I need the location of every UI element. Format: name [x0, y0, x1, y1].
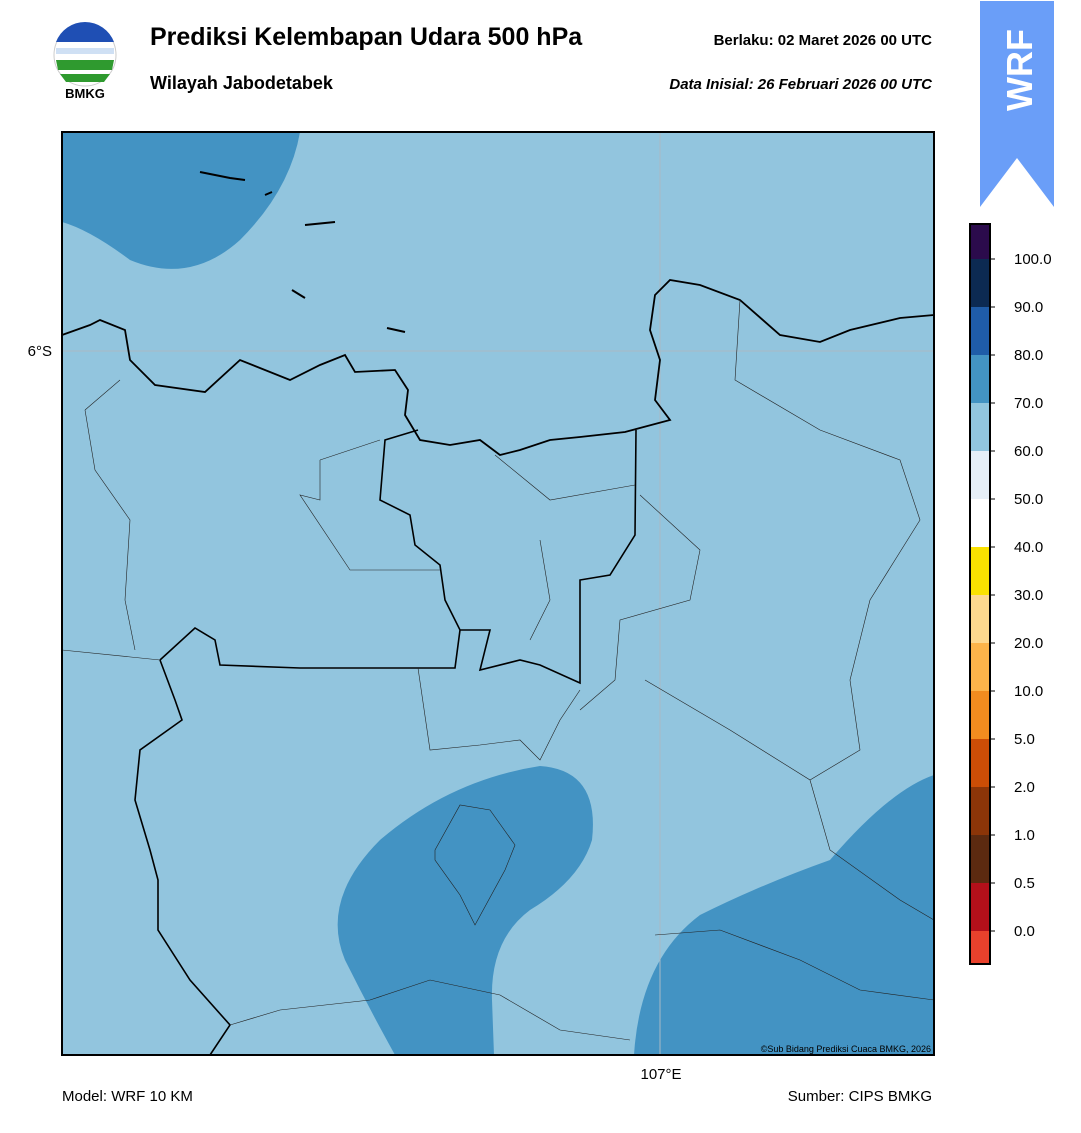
colorbar-label: 100.0	[1014, 251, 1052, 268]
province-border	[134, 429, 637, 1056]
colorbar: 0.0 0.5 1.0 2.0 5.0 10.0 20.0 30.0 40.0 50.0 60.0 7…	[969, 223, 1052, 965]
regency-border	[61, 299, 935, 1041]
footer-source: Sumber: CIPS BMKG	[788, 1088, 932, 1105]
colorbar-segment	[970, 403, 990, 451]
colorbar-segment	[970, 451, 990, 499]
colorbar-segment	[970, 931, 990, 964]
colorbar-label: 10.0	[1014, 683, 1043, 700]
colorbar-label: 2.0	[1014, 779, 1035, 796]
humidity-area	[337, 766, 593, 1055]
badge	[980, 1, 1054, 207]
colorbar-segment	[970, 691, 990, 739]
islands	[199, 171, 406, 333]
colorbar-segment	[970, 224, 990, 259]
colorbar-segment	[970, 259, 990, 307]
map: ©Sub Bidang Prediksi Cuaca BMKG, 2026	[61, 131, 935, 1056]
colorbar-label: 0.5	[1014, 875, 1035, 892]
lat-label: 6°S	[28, 343, 52, 360]
colorbar-label: 1.0	[1014, 827, 1035, 844]
colorbar-segment	[970, 787, 990, 835]
humidity-area	[62, 132, 300, 269]
colorbar-segment	[970, 883, 990, 931]
lon-label: 107°E	[640, 1066, 681, 1083]
colorbar-label: 70.0	[1014, 395, 1043, 412]
map-frame	[61, 131, 935, 1056]
colorbar-label: 40.0	[1014, 539, 1043, 556]
badge-text: WRF	[999, 29, 1040, 111]
logo-text: BMKG	[65, 86, 105, 101]
colorbar-segment	[970, 307, 990, 355]
humidity-area	[634, 775, 934, 1055]
colorbar-segment	[970, 643, 990, 691]
credit: ©Sub Bidang Prediksi Cuaca BMKG, 2026	[761, 1044, 931, 1054]
colorbar-segment	[970, 595, 990, 643]
regency-border	[434, 804, 516, 926]
colorbar-label: 50.0	[1014, 491, 1043, 508]
colorbar-label: 30.0	[1014, 587, 1043, 604]
logo: BMKG	[53, 21, 117, 101]
colorbar-label: 90.0	[1014, 299, 1043, 316]
colorbar-label: 20.0	[1014, 635, 1043, 652]
colorbar-frame	[969, 223, 991, 965]
colorbar-label: 0.0	[1014, 923, 1035, 940]
colorbar-segment	[970, 835, 990, 883]
footer-model: Model: WRF 10 KM	[62, 1088, 193, 1105]
colorbar-segment	[970, 739, 990, 787]
valid-time: Berlaku: 02 Maret 2026 00 UTC	[714, 32, 933, 49]
colorbar-label: 5.0	[1014, 731, 1035, 748]
init-time: Data Inisial: 26 Februari 2026 00 UTC	[669, 76, 933, 93]
colorbar-segment	[970, 499, 990, 547]
colorbar-segment	[970, 547, 990, 595]
colorbar-label: 80.0	[1014, 347, 1043, 364]
colorbar-segment	[970, 355, 990, 403]
coastline	[61, 279, 935, 456]
subtitle: Wilayah Jabodetabek	[150, 73, 334, 93]
title: Prediksi Kelembapan Udara 500 hPa	[150, 23, 583, 51]
colorbar-label: 60.0	[1014, 443, 1043, 460]
